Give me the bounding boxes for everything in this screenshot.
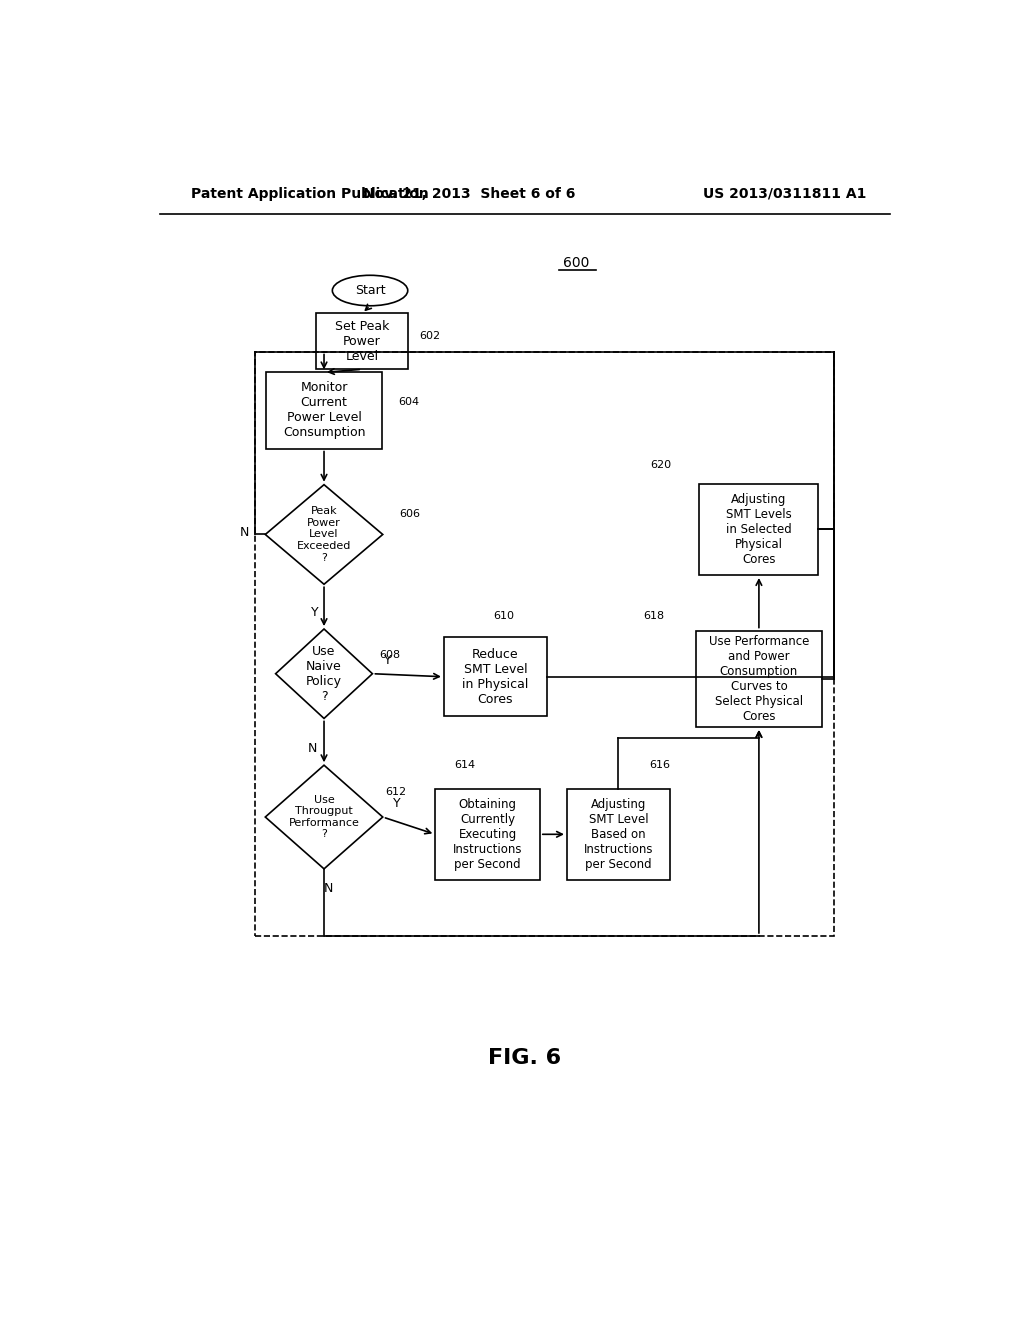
Bar xyxy=(443,638,547,717)
Text: Y: Y xyxy=(384,653,391,667)
Text: Start: Start xyxy=(354,284,385,297)
Text: 618: 618 xyxy=(644,611,665,620)
Text: Use
Througput
Performance
?: Use Througput Performance ? xyxy=(289,795,359,840)
Text: 610: 610 xyxy=(493,611,514,620)
Text: 614: 614 xyxy=(455,760,476,770)
Text: FIG. 6: FIG. 6 xyxy=(488,1048,561,1068)
Text: Y: Y xyxy=(310,606,318,619)
Text: Monitor
Current
Power Level
Consumption: Monitor Current Power Level Consumption xyxy=(283,381,366,440)
Text: N: N xyxy=(324,882,333,895)
Text: 604: 604 xyxy=(398,397,420,408)
Text: Use Performance
and Power
Consumption
Curves to
Select Physical
Cores: Use Performance and Power Consumption Cu… xyxy=(709,635,809,723)
Bar xyxy=(699,483,818,576)
Bar xyxy=(316,313,408,370)
Text: 608: 608 xyxy=(379,651,400,660)
Text: 620: 620 xyxy=(650,461,672,470)
Text: Patent Application Publication: Patent Application Publication xyxy=(191,187,429,201)
Text: Set Peak
Power
Level: Set Peak Power Level xyxy=(335,319,389,363)
Text: 606: 606 xyxy=(399,510,420,519)
Text: Adjusting
SMT Level
Based on
Instructions
per Second: Adjusting SMT Level Based on Instruction… xyxy=(584,797,653,871)
Text: US 2013/0311811 A1: US 2013/0311811 A1 xyxy=(702,187,866,201)
Text: Obtaining
Currently
Executing
Instructions
per Second: Obtaining Currently Executing Instructio… xyxy=(453,797,522,871)
Text: Reduce
SMT Level
in Physical
Cores: Reduce SMT Level in Physical Cores xyxy=(462,648,528,706)
Text: 616: 616 xyxy=(649,760,671,770)
Text: Use
Naive
Policy
?: Use Naive Policy ? xyxy=(306,644,342,702)
Text: N: N xyxy=(307,742,316,755)
Text: 600: 600 xyxy=(563,256,590,271)
Text: Peak
Power
Level
Exceeded
?: Peak Power Level Exceeded ? xyxy=(297,507,351,562)
Bar xyxy=(567,788,670,880)
Bar xyxy=(435,788,540,880)
Text: 602: 602 xyxy=(419,331,440,342)
Text: Adjusting
SMT Levels
in Selected
Physical
Cores: Adjusting SMT Levels in Selected Physica… xyxy=(726,492,792,566)
Text: N: N xyxy=(240,525,250,539)
Text: Nov. 21, 2013  Sheet 6 of 6: Nov. 21, 2013 Sheet 6 of 6 xyxy=(364,187,575,201)
Bar xyxy=(255,351,835,936)
Text: 612: 612 xyxy=(385,787,406,796)
Text: Y: Y xyxy=(393,797,400,810)
Bar xyxy=(266,372,382,449)
Bar xyxy=(696,631,821,727)
